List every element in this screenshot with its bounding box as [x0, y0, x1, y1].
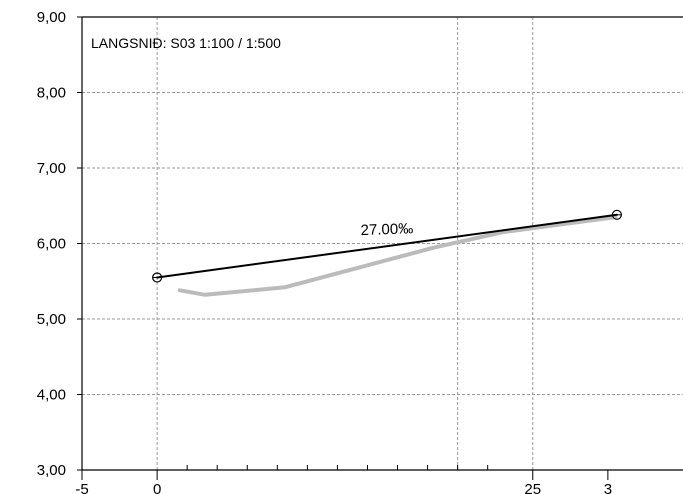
axis-layer — [77, 16, 683, 480]
y-tick-label: 8,00 — [37, 85, 66, 102]
slope-annotation: 27.00‰ — [360, 220, 413, 239]
x-tick-label: -5 — [75, 481, 88, 494]
x-tick-label: 25 — [524, 481, 541, 494]
design-line — [156, 213, 618, 279]
y-tick-label: 3,00 — [37, 462, 66, 479]
chart-title: LANGSNIÐ: S03 1:100 / 1:500 — [91, 35, 281, 51]
y-tick-label: 7,00 — [37, 160, 66, 177]
label-layer: LANGSNIÐ: S03 1:100 / 1:500 3,00 4,00 5,00… — [37, 9, 612, 494]
y-tick-label: 6,00 — [37, 236, 66, 253]
y-tick-label: 4,00 — [37, 387, 66, 404]
y-tick-label: 5,00 — [37, 311, 66, 328]
series-layer — [152, 209, 622, 297]
terrain-line — [177, 215, 618, 297]
x-tick-label: 3 — [604, 481, 612, 494]
y-tick-label: 9,00 — [37, 9, 66, 26]
grid-layer — [82, 16, 683, 470]
x-tick-label: 0 — [153, 481, 161, 494]
